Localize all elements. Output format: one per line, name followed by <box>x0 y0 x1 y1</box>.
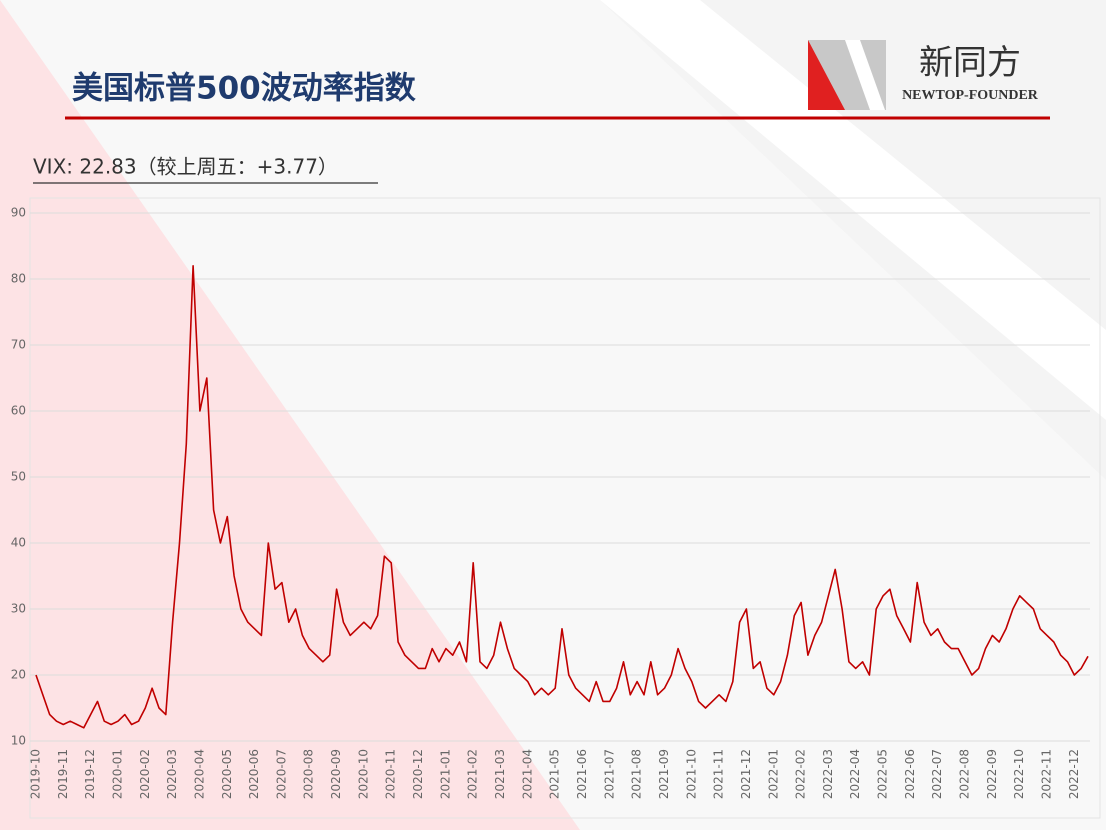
y-tick-label: 90 <box>11 206 26 220</box>
background-stripe <box>600 0 1106 420</box>
x-tick-label: 2019-12 <box>83 749 97 799</box>
y-tick-label: 30 <box>11 602 26 616</box>
x-tick-label: 2022-12 <box>1067 749 1081 799</box>
x-tick-label: 2021-05 <box>548 749 562 799</box>
logo-subtitle: NEWTOP-FOUNDER <box>902 88 1039 103</box>
x-tick-label: 2022-05 <box>876 749 890 799</box>
x-tick-label: 2019-10 <box>29 749 43 799</box>
x-tick-label: 2021-06 <box>575 749 589 799</box>
y-tick-label: 60 <box>11 404 26 418</box>
logo-red <box>808 40 845 110</box>
logo-name: 新同方 <box>919 43 1021 83</box>
x-tick-label: 2020-08 <box>302 749 316 799</box>
x-tick-label: 2021-12 <box>739 749 753 799</box>
x-tick-label: 2021-11 <box>712 749 726 799</box>
x-tick-label: 2020-01 <box>110 749 124 799</box>
x-tick-label: 2020-11 <box>384 749 398 799</box>
x-tick-label: 2022-09 <box>985 749 999 799</box>
x-tick-label: 2020-10 <box>356 749 370 799</box>
x-tick-label: 2021-04 <box>520 749 534 799</box>
plot-frame <box>29 197 1101 819</box>
x-tick-label: 2021-08 <box>630 749 644 799</box>
x-tick-label: 2022-07 <box>930 749 944 799</box>
x-tick-label: 2022-03 <box>821 749 835 799</box>
x-tick-label: 2020-12 <box>411 749 425 799</box>
x-tick-label: 2021-09 <box>657 749 671 799</box>
x-tick-label: 2022-01 <box>766 749 780 799</box>
x-tick-label: 2019-11 <box>56 749 70 799</box>
x-tick-label: 2022-02 <box>794 749 808 799</box>
x-tick-label: 2020-03 <box>165 749 179 799</box>
x-tick-label: 2022-08 <box>958 749 972 799</box>
logo-cut <box>845 40 885 110</box>
x-tick-label: 2021-07 <box>602 749 616 799</box>
x-tick-label: 2020-09 <box>329 749 343 799</box>
x-tick-label: 2020-05 <box>220 749 234 799</box>
chart-title: 美国标普500波动率指数 <box>72 71 416 107</box>
x-tick-label: 2021-03 <box>493 749 507 799</box>
x-tick-label: 2020-04 <box>192 749 206 799</box>
x-tick-label: 2022-11 <box>1040 749 1054 799</box>
y-tick-label: 40 <box>11 536 26 550</box>
series-line <box>35 265 1089 729</box>
y-tick-label: 50 <box>11 470 26 484</box>
x-tick-label: 2020-07 <box>274 749 288 799</box>
x-tick-label: 2021-01 <box>438 749 452 799</box>
x-tick-label: 2020-06 <box>247 749 261 799</box>
y-tick-label: 80 <box>11 272 26 286</box>
x-tick-label: 2022-10 <box>1012 749 1026 799</box>
y-tick-label: 10 <box>11 734 26 748</box>
y-tick-label: 20 <box>11 668 26 682</box>
x-tick-label: 2020-02 <box>138 749 152 799</box>
chart-subtitle: VIX: 22.83（较上周五：+3.77） <box>33 155 338 179</box>
x-tick-label: 2021-10 <box>684 749 698 799</box>
y-tick-label: 70 <box>11 338 26 352</box>
background-triangle <box>0 0 580 830</box>
x-tick-label: 2021-02 <box>466 749 480 799</box>
x-tick-label: 2022-06 <box>903 749 917 799</box>
x-tick-label: 2022-04 <box>848 749 862 799</box>
